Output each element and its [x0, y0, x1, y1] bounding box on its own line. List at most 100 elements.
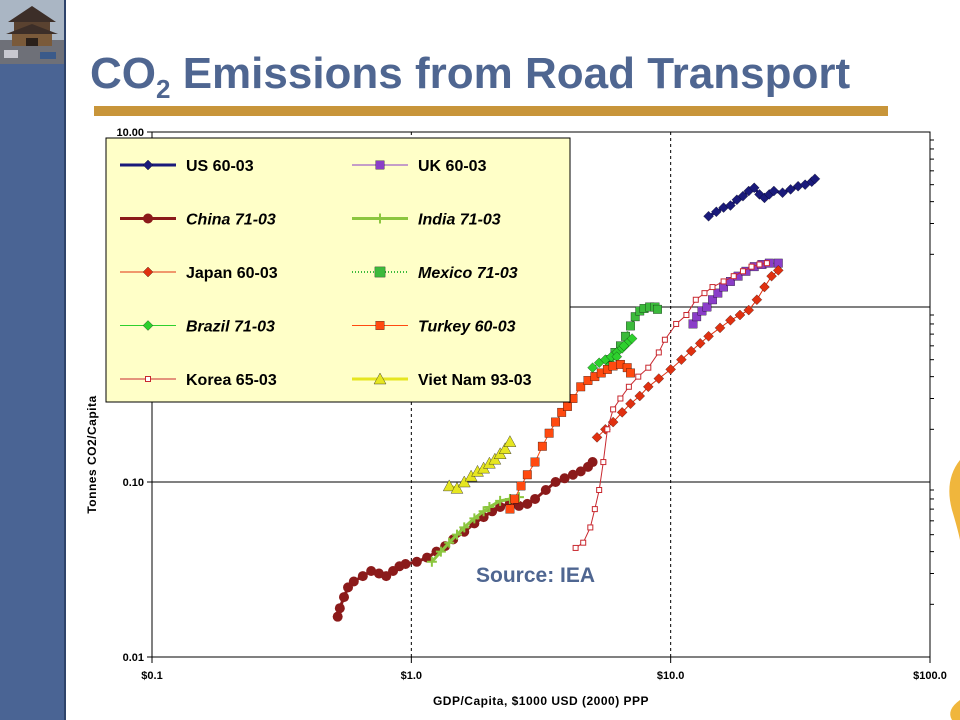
data-point — [743, 304, 754, 316]
legend-entry: US 60-03 — [120, 158, 254, 175]
data-point — [655, 349, 662, 356]
data-point — [685, 345, 697, 357]
data-point — [616, 407, 628, 418]
data-point — [618, 340, 630, 352]
legend-entry: UK 60-03 — [352, 158, 487, 175]
data-point — [653, 373, 665, 384]
data-point — [777, 187, 788, 198]
series-line — [575, 262, 767, 549]
data-point — [695, 338, 706, 349]
data-point — [544, 428, 554, 438]
data-point — [626, 368, 635, 378]
y-tick-label: 0.01 — [123, 652, 144, 664]
data-point — [513, 500, 524, 511]
data-point — [444, 537, 455, 548]
data-point — [703, 331, 714, 342]
legend-swatch-marker — [143, 213, 153, 224]
legend-label: India 71-03 — [418, 212, 501, 229]
legend-label: Korea 65-03 — [186, 372, 277, 389]
co2-chart: $0.1 $1.0 $10.0 $100.0 0.01 0.10 10.00 GDP/Capi… — [85, 127, 947, 708]
data-point — [673, 320, 680, 327]
legend-swatch-marker — [142, 320, 154, 331]
x-tick-label: $10.0 — [657, 670, 685, 682]
chart-legend: US 60-03 UK 60-03 China 71-03 India 71-03 Ja… — [105, 137, 571, 403]
data-point — [450, 481, 464, 494]
data-point — [510, 494, 519, 504]
y-tick-label: 0.10 — [123, 477, 144, 489]
legend-entry: China 71-03 — [120, 212, 276, 229]
series-0 — [703, 173, 821, 222]
legend-entry: Brazil 71-03 — [120, 319, 275, 336]
legend-entry: India 71-03 — [352, 212, 501, 229]
data-point — [708, 295, 717, 305]
data-point — [785, 184, 796, 195]
legend-swatch-marker — [142, 159, 154, 171]
data-point — [773, 265, 784, 276]
data-point — [550, 477, 561, 487]
data-point — [400, 558, 411, 569]
temple-photo — [0, 0, 64, 64]
data-point — [334, 603, 345, 614]
data-point — [635, 373, 642, 380]
title-underline-rule — [94, 106, 888, 116]
data-point — [522, 498, 533, 509]
legend-label: Turkey 60-03 — [418, 319, 516, 336]
legend-entry: Mexico 71-03 — [352, 265, 518, 282]
data-point — [766, 270, 777, 282]
data-point — [381, 571, 392, 582]
data-point — [348, 576, 359, 587]
series-8 — [572, 260, 770, 551]
legend-entry: Japan 60-03 — [120, 265, 278, 282]
data-point — [522, 470, 532, 480]
data-point — [339, 592, 350, 603]
data-point — [734, 309, 746, 321]
data-point — [557, 407, 567, 417]
data-point — [591, 506, 598, 513]
data-point — [469, 513, 480, 524]
data-point — [559, 473, 570, 484]
data-point — [457, 475, 471, 488]
data-point — [422, 552, 433, 563]
data-point — [739, 268, 746, 275]
legend-entry: Turkey 60-03 — [352, 319, 516, 336]
series-3 — [426, 492, 524, 567]
data-point — [357, 571, 368, 582]
data-point — [551, 417, 561, 427]
data-point — [756, 261, 763, 268]
data-point — [625, 398, 636, 409]
legend-label: China 71-03 — [186, 212, 276, 229]
data-point — [702, 302, 712, 312]
legend-label: Brazil 71-03 — [186, 319, 275, 336]
data-point — [617, 395, 624, 402]
data-point — [763, 260, 770, 267]
legend-entry: Korea 65-03 — [120, 372, 277, 389]
data-point — [749, 182, 760, 193]
data-point — [692, 296, 699, 303]
data-point — [484, 501, 495, 512]
data-point — [575, 466, 586, 477]
data-point — [720, 278, 727, 285]
chart-series — [332, 173, 821, 622]
data-point — [634, 390, 645, 402]
data-point — [713, 288, 723, 298]
data-point — [692, 312, 702, 322]
legend-swatch-marker — [374, 266, 386, 278]
data-point — [730, 273, 737, 280]
data-point — [540, 485, 551, 496]
left-sidebar-bar — [0, 0, 66, 720]
data-point — [435, 546, 446, 557]
data-point — [587, 524, 594, 531]
data-point — [751, 294, 763, 305]
data-point — [537, 441, 547, 451]
data-point — [610, 406, 617, 413]
data-point — [737, 190, 749, 202]
data-point — [567, 469, 578, 480]
data-point — [580, 539, 587, 546]
legend-swatch-marker — [142, 266, 154, 278]
data-point — [516, 481, 526, 491]
y-tick-label: 10.00 — [116, 127, 144, 139]
data-point — [366, 566, 377, 577]
data-point — [442, 479, 456, 492]
corner-decoration — [949, 460, 960, 720]
data-point — [563, 402, 572, 411]
